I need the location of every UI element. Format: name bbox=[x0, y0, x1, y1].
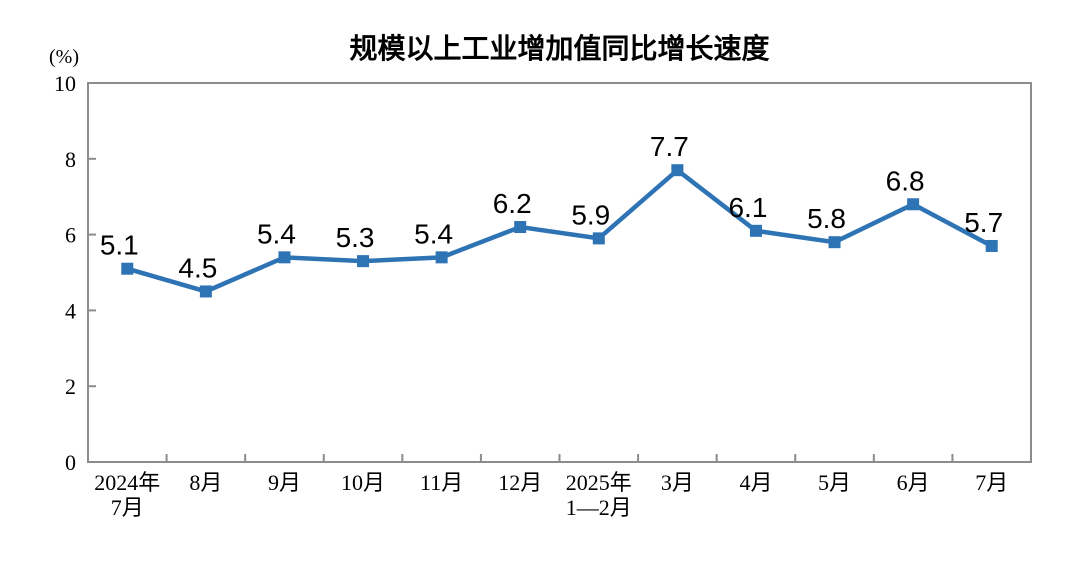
data-point-marker bbox=[828, 236, 841, 249]
x-category-label: 7月 bbox=[111, 495, 144, 520]
data-series-line bbox=[126, 167, 993, 294]
data-point-label: 5.3 bbox=[336, 222, 375, 253]
data-point-label: 4.5 bbox=[178, 252, 217, 283]
data-point-marker bbox=[357, 255, 370, 268]
data-point-label: 6.1 bbox=[728, 192, 767, 223]
y-axis-unit-label: (%) bbox=[49, 46, 79, 68]
data-point-marker bbox=[985, 239, 998, 252]
data-point-marker bbox=[435, 251, 448, 264]
data-point-marker bbox=[278, 251, 291, 264]
data-point-marker bbox=[514, 221, 527, 234]
data-point-marker bbox=[749, 224, 762, 237]
x-category-label: 5月 bbox=[818, 470, 851, 495]
data-point-label: 5.8 bbox=[807, 203, 846, 234]
y-tick-label: 6 bbox=[65, 223, 76, 248]
data-point-label: 5.4 bbox=[414, 218, 453, 249]
data-point-label: 7.7 bbox=[650, 131, 689, 162]
data-point-label: 6.2 bbox=[493, 188, 532, 219]
data-point-marker bbox=[907, 198, 920, 211]
y-tick-label: 8 bbox=[65, 147, 76, 172]
y-tick-label: 0 bbox=[65, 450, 76, 475]
x-category-label: 11月 bbox=[420, 470, 463, 495]
data-point-label: 6.8 bbox=[886, 165, 925, 196]
plot-border bbox=[87, 82, 1032, 463]
data-point-marker bbox=[199, 285, 212, 298]
x-category-label: 3月 bbox=[661, 470, 694, 495]
x-category-label: 10月 bbox=[341, 470, 385, 495]
data-point-label: 5.4 bbox=[257, 218, 296, 249]
data-point-marker bbox=[592, 232, 605, 245]
data-point-label: 5.9 bbox=[571, 199, 610, 230]
y-tick-label: 10 bbox=[54, 71, 76, 96]
x-category-label: 7月 bbox=[975, 470, 1008, 495]
data-point-marker bbox=[121, 262, 134, 275]
chart-title: 规模以上工业增加值同比增长速度 bbox=[349, 33, 770, 64]
y-tick-label: 4 bbox=[65, 298, 76, 323]
x-category-label: 4月 bbox=[739, 470, 772, 495]
x-category-label: 9月 bbox=[268, 470, 301, 495]
x-category-label: 2025年 bbox=[566, 470, 632, 495]
x-category-label: 8月 bbox=[189, 470, 222, 495]
x-category-label: 2024年 bbox=[94, 470, 160, 495]
y-tick-label: 2 bbox=[65, 374, 76, 399]
data-point-label: 5.1 bbox=[100, 230, 139, 261]
data-point-label: 5.7 bbox=[964, 207, 1003, 238]
x-category-label: 1—2月 bbox=[566, 495, 632, 520]
data-point-marker bbox=[671, 164, 684, 177]
x-category-label: 12月 bbox=[498, 470, 542, 495]
x-category-label: 6月 bbox=[897, 470, 930, 495]
